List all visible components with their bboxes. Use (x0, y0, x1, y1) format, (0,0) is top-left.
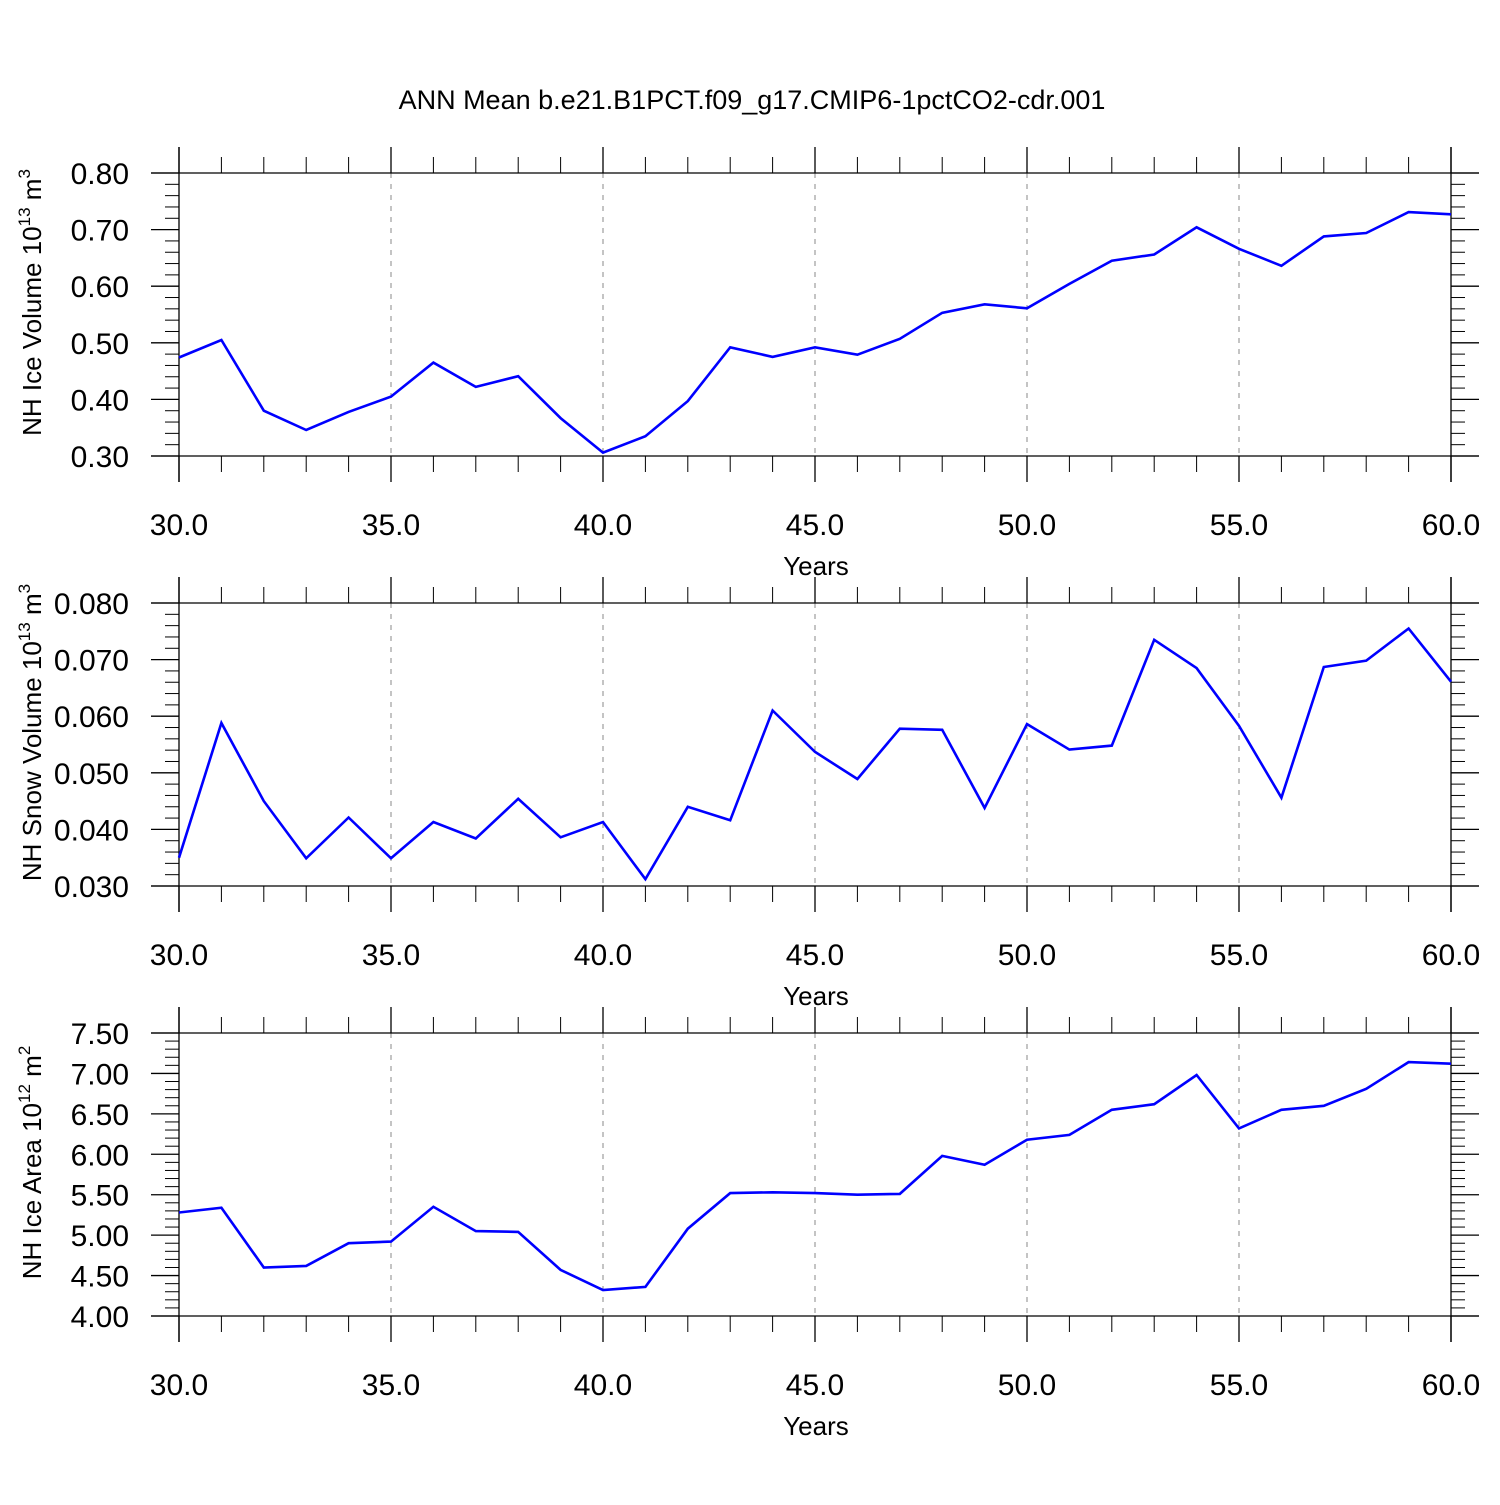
y-axis-title-exponent: 13 (15, 207, 34, 226)
chart-title: ANN Mean b.e21.B1PCT.f09_g17.CMIP6-1pctC… (399, 85, 1106, 115)
x-tick-label: 50.0 (998, 509, 1056, 542)
x-tick-label: 35.0 (362, 1369, 420, 1402)
panel-1: 0.30 0.40 0.50 0.60 0.70 0.80 30.0 35.0 40.0 45.0… (15, 147, 1480, 581)
y-tick-label: 0.50 (71, 328, 129, 361)
y-tick-label: 6.50 (71, 1099, 129, 1132)
x-tick-label: 45.0 (786, 509, 844, 542)
panel-3: 4.00 4.50 5.00 5.50 6.00 6.50 7.00 7.50 30.0 35.0… (15, 1007, 1480, 1441)
x-tick-label: 55.0 (1210, 509, 1268, 542)
y-tick-label: 0.70 (71, 215, 129, 248)
x-tick-label: 55.0 (1210, 939, 1268, 972)
y-axis-title-text: NH Ice Area 10 (17, 1103, 47, 1279)
y-tick-label: 5.50 (71, 1180, 129, 1213)
y-tick-label: 0.050 (54, 758, 129, 791)
x-axis-title: Years (783, 1411, 849, 1441)
x-tick-label: 40.0 (574, 509, 632, 542)
x-tick-label: 50.0 (998, 939, 1056, 972)
y-axis-title-exponent: 12 (15, 1084, 34, 1103)
y-axis-title-unit-exponent: 2 (15, 1046, 34, 1055)
x-tick-label: 35.0 (362, 509, 420, 542)
y-tick-label: 0.40 (71, 384, 129, 417)
x-tick-label: 60.0 (1422, 939, 1480, 972)
x-tick-label: 45.0 (786, 939, 844, 972)
y-axis-title-text: NH Ice Volume 10 (17, 226, 47, 436)
x-axis-title: Years (783, 981, 849, 1011)
x-tick-label: 30.0 (150, 509, 208, 542)
y-tick-label: 0.070 (54, 645, 129, 678)
y-axis-title-unit: m (17, 179, 47, 208)
y-axis-title: NH Snow Volume 1013 m3 (15, 584, 47, 881)
panel-2: 0.030 0.040 0.050 0.060 0.070 0.080 30.0 35.0 40… (15, 577, 1480, 1011)
y-axis-title: NH Ice Area 1012 m2 (15, 1046, 47, 1280)
y-tick-label: 0.030 (54, 871, 129, 904)
x-tick-label: 30.0 (150, 1369, 208, 1402)
x-tick-label: 35.0 (362, 939, 420, 972)
x-axis-title: Years (783, 551, 849, 581)
x-tick-label: 40.0 (574, 1369, 632, 1402)
y-axis-title-exponent: 13 (15, 622, 34, 641)
x-tick-label: 30.0 (150, 939, 208, 972)
y-tick-label: 0.060 (54, 701, 129, 734)
y-tick-label: 4.50 (71, 1261, 129, 1294)
y-tick-label: 0.80 (71, 158, 129, 191)
y-axis-title: NH Ice Volume 1013 m3 (15, 169, 47, 436)
x-tick-label: 50.0 (998, 1369, 1056, 1402)
y-tick-label: 7.00 (71, 1058, 129, 1091)
x-tick-label: 55.0 (1210, 1369, 1268, 1402)
y-tick-label: 0.040 (54, 814, 129, 847)
x-tick-label: 60.0 (1422, 509, 1480, 542)
y-axis-title-unit: m (17, 1055, 47, 1084)
y-tick-label: 0.60 (71, 271, 129, 304)
y-tick-label: 7.50 (71, 1018, 129, 1051)
y-tick-label: 0.080 (54, 588, 129, 621)
y-axis-title-unit-exponent: 3 (15, 584, 34, 593)
y-tick-label: 4.00 (71, 1301, 129, 1334)
y-axis-title-text: NH Snow Volume 10 (17, 641, 47, 881)
y-tick-label: 6.00 (71, 1139, 129, 1172)
x-tick-label: 60.0 (1422, 1369, 1480, 1402)
x-tick-label: 45.0 (786, 1369, 844, 1402)
series-line (179, 629, 1451, 880)
y-axis-title-unit-exponent: 3 (15, 169, 34, 178)
y-tick-label: 5.00 (71, 1220, 129, 1253)
y-axis-title-unit: m (17, 593, 47, 622)
y-tick-label: 0.30 (71, 441, 129, 474)
x-tick-label: 40.0 (574, 939, 632, 972)
